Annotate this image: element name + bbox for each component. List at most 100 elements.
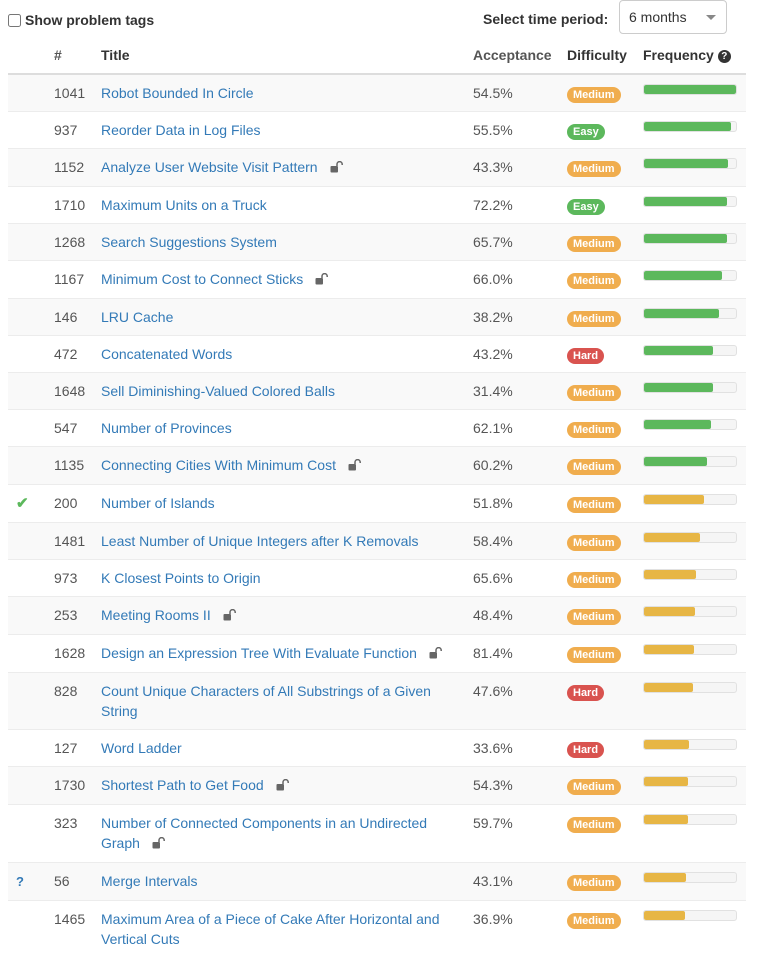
problem-title-link[interactable]: Meeting Rooms II xyxy=(101,607,211,623)
difficulty-badge: Medium xyxy=(567,572,621,588)
problem-title-link[interactable]: Number of Connected Components in an Und… xyxy=(101,815,427,851)
title-cell: Robot Bounded In Circle xyxy=(101,74,473,112)
difficulty-badge: Medium xyxy=(567,459,621,475)
problem-number: 200 xyxy=(54,485,101,523)
frequency-cell xyxy=(643,863,746,901)
frequency-cell xyxy=(643,261,746,299)
problem-title-link[interactable]: Shortest Path to Get Food xyxy=(101,777,264,793)
problem-number: 1628 xyxy=(54,635,101,673)
problem-number: 1481 xyxy=(54,523,101,560)
acceptance-rate: 43.1% xyxy=(473,863,567,901)
frequency-bar xyxy=(643,739,737,750)
problem-title-link[interactable]: Word Ladder xyxy=(101,740,182,756)
problem-title-link[interactable]: K Closest Points to Origin xyxy=(101,570,261,586)
frequency-cell xyxy=(643,299,746,336)
frequency-bar-fill xyxy=(644,159,728,168)
table-row: 1041 Robot Bounded In Circle 54.5% Mediu… xyxy=(8,74,746,112)
frequency-cell xyxy=(643,523,746,560)
problem-number: 253 xyxy=(54,597,101,635)
problem-number: 127 xyxy=(54,730,101,767)
header-difficulty[interactable]: Difficulty xyxy=(567,36,643,74)
problem-number: 1167 xyxy=(54,261,101,299)
frequency-bar-fill xyxy=(644,911,685,920)
difficulty-cell: Medium xyxy=(567,805,643,863)
header-status xyxy=(8,36,54,74)
time-period-select[interactable]: 6 months xyxy=(619,0,727,34)
frequency-cell xyxy=(643,485,746,523)
status-cell xyxy=(8,767,54,805)
frequency-bar-fill xyxy=(644,309,719,318)
title-cell: Concatenated Words xyxy=(101,336,473,373)
header-title[interactable]: Title xyxy=(101,36,473,74)
table-header: # Title Acceptance Difficulty Frequency? xyxy=(8,36,746,74)
problem-title-link[interactable]: Maximum Area of a Piece of Cake After Ho… xyxy=(101,911,440,947)
show-tags-toggle[interactable]: Show problem tags xyxy=(8,12,154,28)
difficulty-cell: Medium xyxy=(567,597,643,635)
problem-title-link[interactable]: Sell Diminishing-Valued Colored Balls xyxy=(101,383,335,399)
difficulty-badge: Medium xyxy=(567,385,621,401)
header-acceptance[interactable]: Acceptance xyxy=(473,36,567,74)
difficulty-badge: Medium xyxy=(567,161,621,177)
problem-number: 472 xyxy=(54,336,101,373)
acceptance-rate: 59.7% xyxy=(473,805,567,863)
frequency-bar xyxy=(643,270,737,281)
problem-title-link[interactable]: Maximum Units on a Truck xyxy=(101,197,267,213)
table-row: 146 LRU Cache 38.2% Medium xyxy=(8,299,746,336)
frequency-bar xyxy=(643,345,737,356)
problem-title-link[interactable]: Concatenated Words xyxy=(101,346,232,362)
difficulty-badge: Hard xyxy=(567,742,604,758)
table-row: 1628 Design an Expression Tree With Eval… xyxy=(8,635,746,673)
status-cell xyxy=(8,112,54,149)
header-frequency[interactable]: Frequency? xyxy=(643,36,746,74)
problem-title-link[interactable]: Number of Provinces xyxy=(101,420,232,436)
status-cell xyxy=(8,187,54,224)
problem-title-link[interactable]: Merge Intervals xyxy=(101,873,197,889)
problem-title-link[interactable]: Analyze User Website Visit Pattern xyxy=(101,159,318,175)
table-row: 323 Number of Connected Components in an… xyxy=(8,805,746,863)
solved-check-icon: ✔ xyxy=(16,495,29,512)
problem-title-link[interactable]: Connecting Cities With Minimum Cost xyxy=(101,457,336,473)
header-number[interactable]: # xyxy=(54,36,101,74)
acceptance-rate: 55.5% xyxy=(473,112,567,149)
lock-open-icon xyxy=(223,606,236,626)
problem-title-link[interactable]: Number of Islands xyxy=(101,495,215,511)
frequency-cell xyxy=(643,410,746,447)
lock-open-icon xyxy=(330,158,343,178)
help-icon[interactable]: ? xyxy=(718,50,731,63)
time-period-label: Select time period: xyxy=(483,11,608,27)
difficulty-cell: Medium xyxy=(567,224,643,261)
problem-title-link[interactable]: Search Suggestions System xyxy=(101,234,277,250)
difficulty-cell: Medium xyxy=(567,635,643,673)
problem-title-link[interactable]: LRU Cache xyxy=(101,309,173,325)
problem-title-link[interactable]: Minimum Cost to Connect Sticks xyxy=(101,271,303,287)
difficulty-cell: Medium xyxy=(567,863,643,901)
show-tags-checkbox[interactable] xyxy=(8,14,21,27)
acceptance-rate: 48.4% xyxy=(473,597,567,635)
difficulty-badge: Medium xyxy=(567,497,621,513)
problem-title-link[interactable]: Least Number of Unique Integers after K … xyxy=(101,533,419,549)
table-row: 973 K Closest Points to Origin 65.6% Med… xyxy=(8,560,746,597)
difficulty-cell: Hard xyxy=(567,730,643,767)
frequency-bar xyxy=(643,910,737,921)
title-cell: Minimum Cost to Connect Sticks xyxy=(101,261,473,299)
frequency-bar-fill xyxy=(644,197,727,206)
problem-title-link[interactable]: Design an Expression Tree With Evaluate … xyxy=(101,645,417,661)
acceptance-rate: 81.4% xyxy=(473,635,567,673)
table-row: 547 Number of Provinces 62.1% Medium xyxy=(8,410,746,447)
difficulty-badge: Medium xyxy=(567,422,621,438)
problem-title-link[interactable]: Reorder Data in Log Files xyxy=(101,122,261,138)
problem-title-link[interactable]: Robot Bounded In Circle xyxy=(101,85,254,101)
lock-open-icon xyxy=(348,456,361,476)
title-cell: Number of Connected Components in an Und… xyxy=(101,805,473,863)
difficulty-cell: Medium xyxy=(567,299,643,336)
title-cell: Shortest Path to Get Food xyxy=(101,767,473,805)
status-cell xyxy=(8,597,54,635)
status-cell xyxy=(8,410,54,447)
frequency-bar xyxy=(643,121,737,132)
acceptance-rate: 65.7% xyxy=(473,224,567,261)
frequency-bar xyxy=(643,872,737,883)
time-period-value: 6 months xyxy=(629,9,687,25)
show-tags-label[interactable]: Show problem tags xyxy=(25,12,154,28)
problem-title-link[interactable]: Count Unique Characters of All Substring… xyxy=(101,683,431,719)
frequency-cell xyxy=(643,74,746,112)
